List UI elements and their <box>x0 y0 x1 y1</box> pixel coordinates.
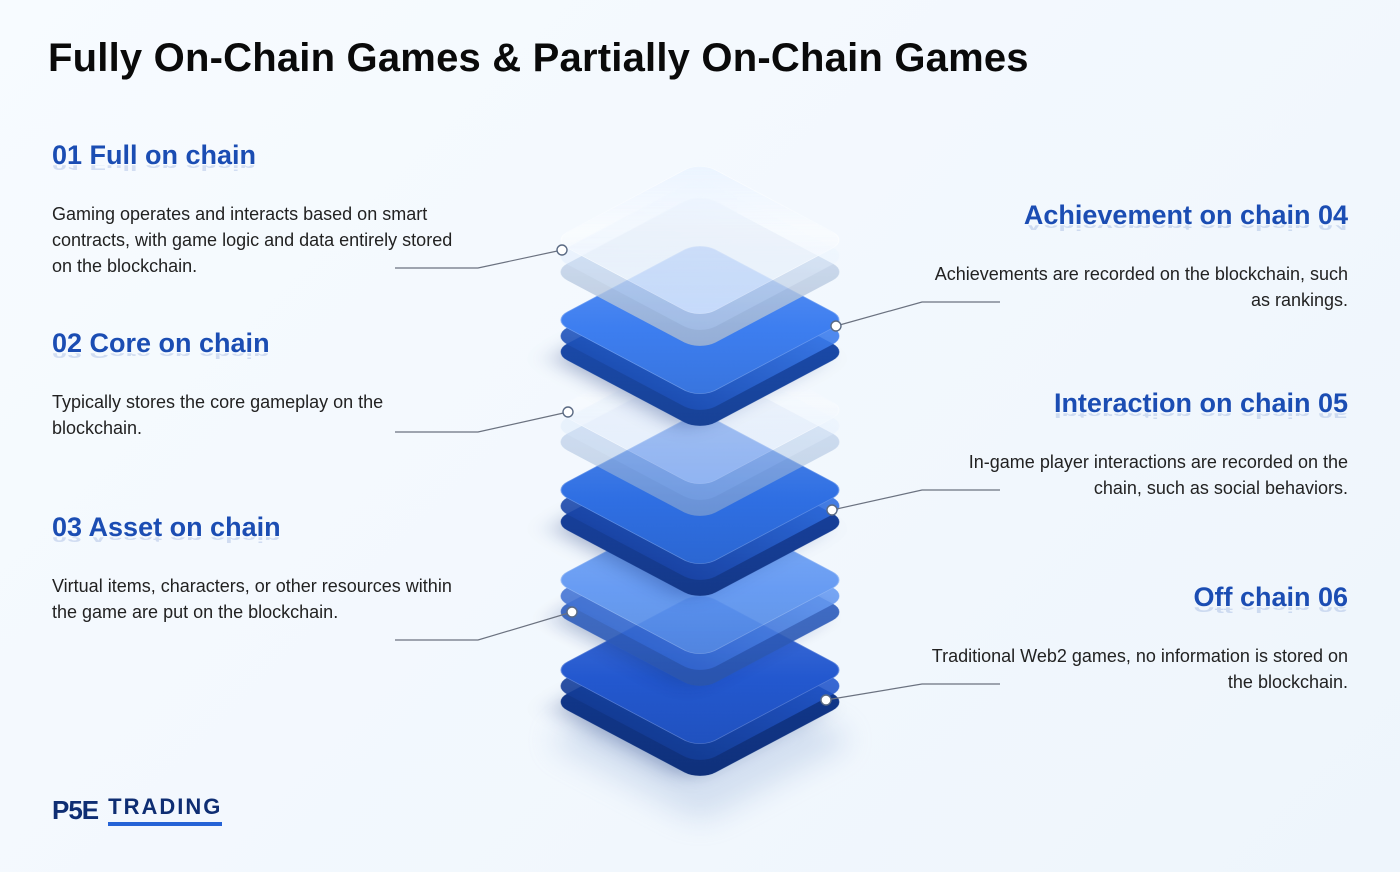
brand-logo: P5E TRADING <box>52 794 222 826</box>
item-01-desc: Gaming operates and interacts based on s… <box>52 201 472 279</box>
item-06: Off chain 06 Off chain 06 Traditional We… <box>928 582 1348 695</box>
page-title: Fully On-Chain Games & Partially On-Chai… <box>48 36 1029 81</box>
item-06-desc: Traditional Web2 games, no information i… <box>928 643 1348 695</box>
item-01-heading: 01 Full on chain <box>52 140 472 171</box>
item-03-heading: 03 Asset on chain <box>52 512 472 543</box>
item-05: Interaction on chain 05 Interaction on c… <box>928 388 1348 501</box>
brand-logo-word: TRADING <box>108 794 222 826</box>
item-06-heading: Off chain 06 <box>928 582 1348 613</box>
item-04-desc: Achievements are recorded on the blockch… <box>928 261 1348 313</box>
item-05-desc: In-game player interactions are recorded… <box>928 449 1348 501</box>
item-02-desc: Typically stores the core gameplay on th… <box>52 389 472 441</box>
item-02: 02 Core on chain 02 Core on chain Typica… <box>52 328 472 441</box>
item-02-heading: 02 Core on chain <box>52 328 472 359</box>
item-04: Achievement on chain 04 Achievement on c… <box>928 200 1348 313</box>
item-05-heading: Interaction on chain 05 <box>928 388 1348 419</box>
item-04-heading: Achievement on chain 04 <box>928 200 1348 231</box>
brand-logo-mark: P5E <box>52 795 98 826</box>
item-03: 03 Asset on chain 03 Asset on chain Virt… <box>52 512 472 625</box>
item-01: 01 Full on chain 01 Full on chain Gaming… <box>52 140 472 279</box>
item-03-desc: Virtual items, characters, or other reso… <box>52 573 472 625</box>
